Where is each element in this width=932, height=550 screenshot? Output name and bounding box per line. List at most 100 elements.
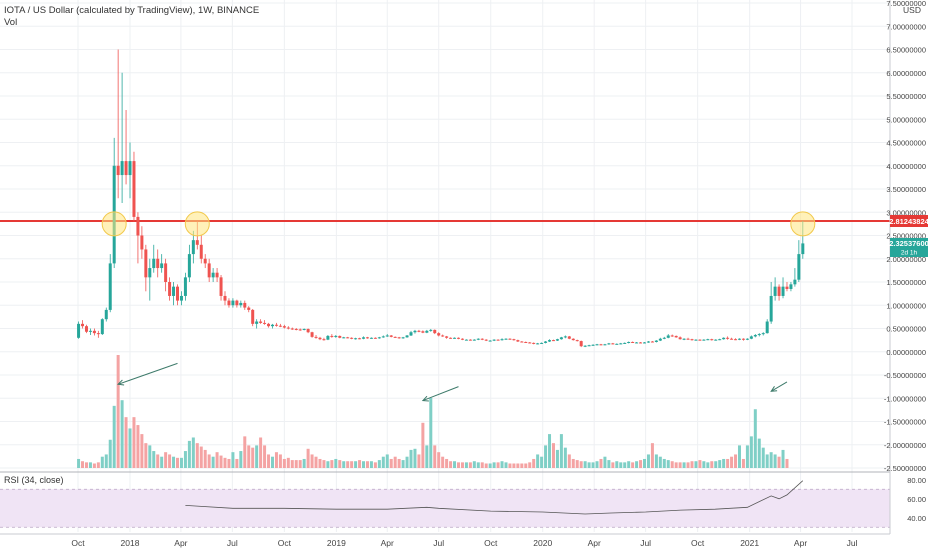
price-tick-18: -1.50000000 xyxy=(884,418,926,427)
volume-bar-24 xyxy=(172,456,176,468)
time-tick-1: 2018 xyxy=(121,538,140,548)
rsi-tick-2: 40.00 xyxy=(907,514,926,523)
volume-bar-176 xyxy=(773,454,777,468)
candle-body-91 xyxy=(437,333,441,336)
volume-bar-14 xyxy=(132,417,136,468)
volume-bar-61 xyxy=(318,458,322,468)
volume-bar-5 xyxy=(96,462,100,468)
candle-body-65 xyxy=(334,335,338,337)
volume-bar-151 xyxy=(674,462,678,468)
price-tick-3: 6.00000000 xyxy=(886,69,926,78)
candle-body-16 xyxy=(140,235,144,250)
volume-bar-36 xyxy=(219,455,223,468)
candle-body-5 xyxy=(96,333,100,335)
volume-bar-39 xyxy=(231,452,235,468)
candle-body-34 xyxy=(211,272,215,278)
candle-body-145 xyxy=(650,341,654,343)
candle-body-150 xyxy=(670,335,674,337)
candle-body-79 xyxy=(389,335,393,337)
volume-bar-170 xyxy=(749,436,753,468)
volume-bar-92 xyxy=(441,456,445,468)
candle-body-151 xyxy=(674,335,678,338)
time-tick-3: Jul xyxy=(227,538,238,548)
time-tick-13: 2021 xyxy=(740,538,759,548)
candle-body-136 xyxy=(615,343,619,345)
volume-bar-100 xyxy=(472,461,476,468)
volume-bar-28 xyxy=(187,440,191,468)
volume-bar-22 xyxy=(164,452,168,468)
volume-bar-70 xyxy=(354,461,358,468)
volume-bar-121 xyxy=(555,449,559,468)
candle-body-61 xyxy=(318,337,322,340)
candle-body-149 xyxy=(666,335,670,338)
volume-bar-19 xyxy=(152,451,156,468)
candle-body-17 xyxy=(144,249,148,278)
volume-bar-55 xyxy=(294,460,298,468)
candle-body-166 xyxy=(734,339,738,341)
candle-body-42 xyxy=(243,302,247,308)
candle-body-135 xyxy=(611,343,615,345)
volume-bar-43 xyxy=(247,445,251,468)
candle-body-182 xyxy=(797,254,801,280)
candle-body-111 xyxy=(516,340,520,342)
candle-body-15 xyxy=(136,216,140,236)
volume-bar-89 xyxy=(429,397,433,468)
volume-bar-117 xyxy=(540,456,544,468)
volume-bar-80 xyxy=(393,456,397,468)
candle-body-117 xyxy=(540,342,544,344)
candle-body-154 xyxy=(686,338,690,340)
volume-bar-109 xyxy=(508,463,512,468)
volume-bar-131 xyxy=(595,461,599,468)
volume-bar-53 xyxy=(286,457,290,468)
candle-body-66 xyxy=(338,335,342,338)
candle-body-60 xyxy=(314,336,318,338)
volume-bar-52 xyxy=(282,458,286,468)
volume-bar-34 xyxy=(211,456,215,468)
candle-body-22 xyxy=(164,263,168,282)
volume-bar-145 xyxy=(650,443,654,468)
candle-body-75 xyxy=(373,337,377,339)
volume-bar-179 xyxy=(785,458,789,468)
volume-bar-107 xyxy=(500,461,504,468)
price-tick-1: 7.00000000 xyxy=(886,22,926,31)
last-price-badge: 2.32537600 2d 1h xyxy=(889,238,929,257)
price-tick-6: 4.50000000 xyxy=(886,139,926,148)
candle-body-141 xyxy=(635,342,639,344)
volume-bar-95 xyxy=(453,461,457,468)
time-tick-12: Oct xyxy=(691,538,705,548)
volume-bar-108 xyxy=(504,462,508,468)
volume-bar-56 xyxy=(298,460,302,468)
candle-body-32 xyxy=(203,258,207,264)
arrow-line-2 xyxy=(770,381,788,392)
arrow-line-1 xyxy=(422,386,459,402)
candle-body-167 xyxy=(737,338,741,340)
candle-body-125 xyxy=(571,338,575,341)
volume-bar-7 xyxy=(104,454,108,468)
candle-body-44 xyxy=(251,309,255,324)
candle-body-41 xyxy=(239,302,243,306)
volume-bar-65 xyxy=(334,458,338,468)
annotations[interactable] xyxy=(101,211,816,402)
volume-bar-87 xyxy=(421,422,425,468)
candle-body-116 xyxy=(536,343,540,345)
volume-bar-46 xyxy=(259,437,263,468)
price-tick-16: -0.50000000 xyxy=(884,371,926,380)
volume-bar-63 xyxy=(326,461,330,468)
candle-body-93 xyxy=(445,336,449,338)
volume-bar-126 xyxy=(575,460,579,468)
volume-bar-86 xyxy=(417,454,421,468)
candle-body-19 xyxy=(152,258,156,269)
candle-body-181 xyxy=(793,279,797,285)
volume-bar-42 xyxy=(243,436,247,468)
volume-bars xyxy=(77,355,789,468)
highlight-circle-0 xyxy=(101,211,127,237)
candle-body-36 xyxy=(219,277,223,296)
time-tick-6: Apr xyxy=(381,538,394,548)
volume-bar-31 xyxy=(199,446,203,468)
candle-body-68 xyxy=(346,337,350,339)
volume-bar-99 xyxy=(468,462,472,468)
candle-body-85 xyxy=(413,330,417,333)
volume-bar-88 xyxy=(425,445,429,468)
volume-bar-16 xyxy=(140,434,144,468)
